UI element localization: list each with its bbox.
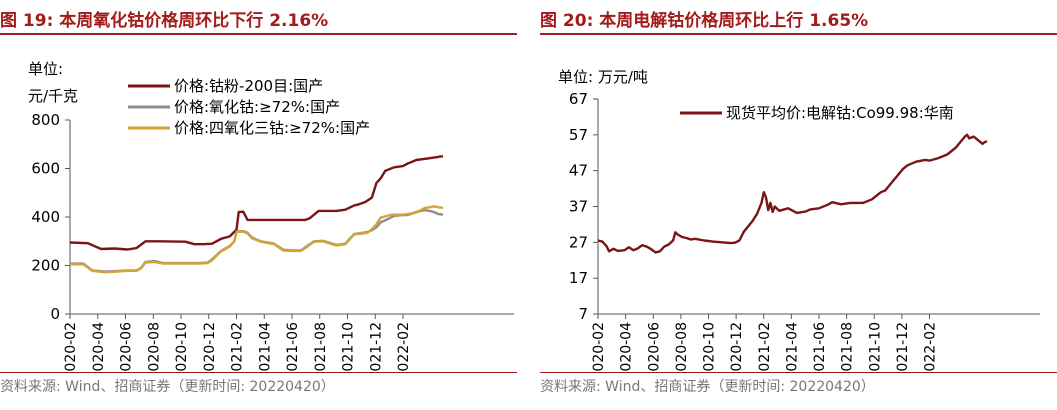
- y-tick-label: 47: [569, 162, 588, 180]
- x-tick-label: 2020-04: [619, 322, 635, 372]
- chart-svg: 7 17 27 37 47 57 67 2020-02 2020-04 2020-06 2020-0…: [558, 68, 1040, 372]
- y-tick-label: 200: [31, 257, 60, 275]
- y-tick-label: 37: [569, 198, 588, 216]
- legend-label: 价格:四氧化三钴:≥72%:国产: [174, 119, 370, 137]
- x-tick-label: 2020-08: [146, 322, 162, 372]
- chart-panel-electrolytic-cobalt: 图 20: 本周电解钴价格周环比上行 1.65% 7 17 27 37 47 57 67 20…: [540, 0, 1057, 410]
- x-tick-label: 2021-10: [867, 322, 883, 372]
- series-line: [70, 205, 444, 274]
- x-tick-label: 2021-08: [840, 322, 856, 372]
- y-tick-label: 0: [50, 305, 60, 323]
- y-tick-label: 67: [569, 90, 588, 108]
- x-tick-label: 2020-06: [119, 322, 135, 372]
- x-tick-label: 2020-08: [674, 322, 690, 372]
- x-tick-label: 2021-02: [230, 322, 246, 372]
- series-line: [597, 133, 988, 254]
- x-tick-label: 2020-06: [646, 322, 662, 372]
- y-tick-label: 600: [31, 160, 60, 178]
- x-tick-label: 2022-02: [923, 322, 939, 372]
- title-divider: [0, 33, 517, 35]
- x-tick-label: 2021-06: [812, 322, 828, 372]
- x-tick-label: 2020-04: [91, 322, 107, 372]
- y-axis-unit-label: 元/千克: [28, 87, 78, 105]
- y-tick-label: 7: [578, 305, 588, 323]
- y-tick-label: 17: [569, 269, 588, 287]
- x-tick-label: 2021-06: [285, 322, 301, 372]
- x-tick-label: 2021-04: [257, 322, 273, 372]
- chart-panel-cobalt-oxide: 图 19: 本周氧化钴价格周环比下行 2.16% 0 200 400 600 800 20…: [0, 0, 517, 410]
- x-tick-label: 2020-12: [202, 322, 218, 372]
- title-divider: [540, 33, 1057, 35]
- legend-label: 价格:钴粉-200目:国产: [174, 77, 323, 95]
- y-axis-unit-label: 单位:: [28, 60, 63, 78]
- x-tick-label: 2020-12: [729, 322, 745, 372]
- x-tick-label: 2021-12: [368, 322, 384, 372]
- y-tick-label: 27: [569, 233, 588, 251]
- chart-title: 图 19: 本周氧化钴价格周环比下行 2.16%: [0, 11, 329, 31]
- x-tick-label: 2020-10: [174, 322, 190, 372]
- x-tick-label: 2021-04: [784, 322, 800, 372]
- source-note: 资料来源: Wind、招商证券（更新时间: 20220420）: [540, 379, 875, 395]
- series-line: [69, 155, 443, 251]
- chart-svg: 0 200 400 600 800 2020-02 2020-04 2020-06 2020-0…: [28, 60, 514, 372]
- source-divider: [0, 372, 517, 373]
- y-axis-unit-label: 单位: 万元/吨: [558, 68, 648, 86]
- x-tick-label: 2020-02: [63, 322, 79, 372]
- x-tick-label: 2021-02: [757, 322, 773, 372]
- source-note: 资料来源: Wind、招商证券（更新时间: 20220420）: [0, 379, 335, 395]
- x-tick-label: 2021-08: [313, 322, 329, 372]
- y-tick-label: 800: [31, 111, 60, 129]
- chart-title: 图 20: 本周电解钴价格周环比上行 1.65%: [540, 11, 869, 31]
- y-tick-label: 400: [31, 208, 60, 226]
- y-tick-label: 57: [569, 126, 588, 144]
- x-tick-label: 2022-02: [396, 322, 412, 372]
- x-tick-label: 2021-10: [341, 322, 357, 372]
- legend-label: 现货平均价:电解钴:Co99.98:华南: [726, 104, 954, 122]
- x-tick-label: 2020-10: [702, 322, 718, 372]
- source-divider: [540, 372, 1057, 373]
- x-tick-label: 2020-02: [591, 322, 607, 372]
- x-tick-label: 2021-12: [895, 322, 911, 372]
- legend-label: 价格:氧化钴:≥72%:国产: [174, 98, 340, 116]
